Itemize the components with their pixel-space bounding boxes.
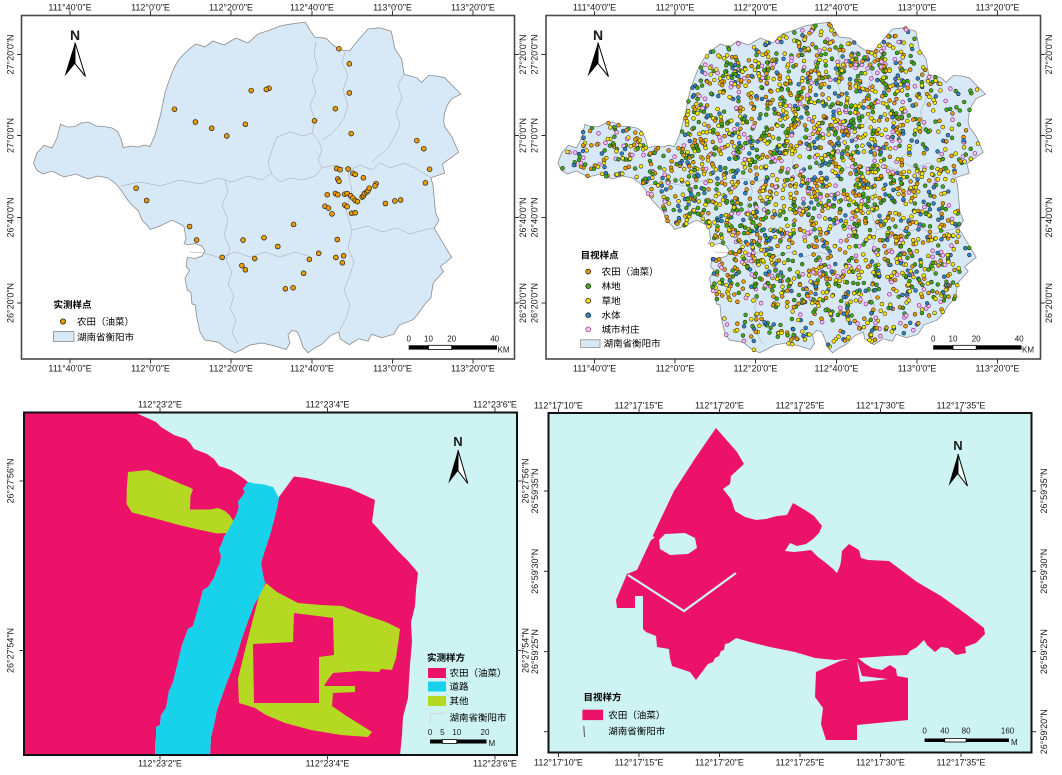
svg-text:113°0'0"E: 113°0'0"E	[373, 3, 412, 13]
svg-text:26°40'0"N: 26°40'0"N	[518, 197, 528, 237]
svg-text:26°27'56"N: 26°27'56"N	[6, 458, 16, 503]
svg-text:27°0'0"N: 27°0'0"N	[1044, 118, 1054, 153]
svg-text:112°23'6"E: 112°23'6"E	[473, 400, 517, 410]
svg-text:26°27'54"N: 26°27'54"N	[6, 628, 16, 673]
svg-text:5: 5	[440, 728, 445, 737]
svg-text:20: 20	[447, 335, 456, 344]
svg-text:112°17'25"E: 112°17'25"E	[776, 758, 825, 768]
svg-text:N: N	[70, 27, 80, 43]
svg-text:111°40'0"E: 111°40'0"E	[573, 3, 616, 13]
svg-text:10: 10	[424, 335, 433, 344]
svg-text:113°0'0"E: 113°0'0"E	[898, 3, 937, 13]
svg-text:26°20'0"N: 26°20'0"N	[6, 283, 16, 323]
svg-text:26°59'25"N: 26°59'25"N	[1039, 629, 1049, 674]
svg-text:0: 0	[428, 728, 433, 737]
svg-text:112°20'0"E: 112°20'0"E	[734, 3, 778, 13]
svg-text:112°23'2"E: 112°23'2"E	[138, 400, 182, 410]
svg-text:N: N	[953, 438, 962, 453]
svg-text:112°23'4"E: 112°23'4"E	[306, 759, 350, 769]
svg-text:112°0'0"E: 112°0'0"E	[656, 364, 695, 374]
svg-text:112°40'0"E: 112°40'0"E	[290, 364, 334, 374]
svg-text:113°20'0"E: 113°20'0"E	[451, 364, 495, 374]
svg-text:40: 40	[1015, 335, 1024, 344]
svg-text:26°59'35"N: 26°59'35"N	[530, 468, 540, 513]
svg-text:40: 40	[940, 727, 949, 736]
svg-text:26°40'0"N: 26°40'0"N	[529, 197, 539, 237]
svg-text:112°17'25"E: 112°17'25"E	[776, 401, 825, 411]
svg-text:26°59'35"N: 26°59'35"N	[1039, 468, 1049, 513]
svg-text:0: 0	[931, 335, 936, 344]
svg-text:112°17'15"E: 112°17'15"E	[615, 401, 664, 411]
svg-text:KM: KM	[498, 346, 510, 355]
svg-text:KM: KM	[1022, 346, 1034, 355]
svg-text:26°40'0"N: 26°40'0"N	[1044, 197, 1054, 237]
svg-text:N: N	[453, 434, 462, 449]
svg-text:N: N	[593, 27, 603, 43]
svg-text:26°20'0"N: 26°20'0"N	[1044, 283, 1054, 323]
svg-text:27°0'0"N: 27°0'0"N	[6, 118, 16, 153]
svg-text:40: 40	[490, 335, 499, 344]
svg-text:112°0'0"E: 112°0'0"E	[131, 3, 170, 13]
svg-text:26°59'30"N: 26°59'30"N	[530, 549, 540, 594]
svg-text:26°59'20"N: 26°59'20"N	[1039, 709, 1049, 754]
svg-text:0: 0	[922, 727, 927, 736]
svg-text:20: 20	[481, 728, 490, 737]
svg-text:112°17'10"E: 112°17'10"E	[534, 758, 583, 768]
svg-text:27°0'0"N: 27°0'0"N	[518, 118, 528, 153]
svg-text:112°17'35"E: 112°17'35"E	[937, 758, 986, 768]
svg-text:113°20'0"E: 113°20'0"E	[976, 3, 1020, 13]
svg-text:112°23'6"E: 112°23'6"E	[473, 759, 517, 769]
svg-text:113°20'0"E: 113°20'0"E	[451, 3, 495, 13]
svg-text:112°40'0"E: 112°40'0"E	[815, 3, 859, 13]
svg-text:10: 10	[452, 728, 461, 737]
svg-text:27°0'0"N: 27°0'0"N	[529, 118, 539, 153]
svg-text:10: 10	[949, 335, 958, 344]
svg-text:112°17'15"E: 112°17'15"E	[615, 758, 664, 768]
svg-text:112°0'0"E: 112°0'0"E	[131, 364, 170, 374]
svg-text:112°20'0"E: 112°20'0"E	[734, 364, 778, 374]
svg-text:112°0'0"E: 112°0'0"E	[656, 3, 695, 13]
svg-text:113°0'0"E: 113°0'0"E	[373, 364, 412, 374]
svg-text:112°17'20"E: 112°17'20"E	[695, 758, 744, 768]
svg-text:26°59'30"N: 26°59'30"N	[1039, 549, 1049, 594]
svg-text:112°17'20"E: 112°17'20"E	[695, 401, 744, 411]
svg-text:26°27'54"N: 26°27'54"N	[520, 628, 530, 673]
svg-text:27°20'0"N: 27°20'0"N	[6, 34, 16, 74]
svg-text:112°20'0"E: 112°20'0"E	[209, 364, 253, 374]
svg-text:111°40'0"E: 111°40'0"E	[48, 364, 91, 374]
svg-text:112°17'10"E: 112°17'10"E	[534, 401, 583, 411]
svg-text:112°23'2"E: 112°23'2"E	[138, 759, 182, 769]
svg-text:112°20'0"E: 112°20'0"E	[209, 3, 253, 13]
svg-text:26°40'0"N: 26°40'0"N	[6, 197, 16, 237]
svg-text:27°20'0"N: 27°20'0"N	[529, 34, 539, 74]
svg-text:27°20'0"N: 27°20'0"N	[1044, 34, 1054, 74]
svg-text:M: M	[489, 739, 496, 748]
svg-text:26°59'25"N: 26°59'25"N	[530, 629, 540, 674]
svg-text:80: 80	[962, 727, 971, 736]
svg-text:112°40'0"E: 112°40'0"E	[815, 364, 859, 374]
svg-text:113°20'0"E: 113°20'0"E	[976, 364, 1020, 374]
svg-text:M: M	[1011, 738, 1018, 747]
svg-text:111°40'0"E: 111°40'0"E	[573, 364, 616, 374]
svg-text:26°20'0"N: 26°20'0"N	[529, 283, 539, 323]
svg-text:26°20'0"N: 26°20'0"N	[518, 283, 528, 323]
svg-text:112°23'4"E: 112°23'4"E	[306, 400, 350, 410]
svg-text:111°40'0"E: 111°40'0"E	[48, 3, 91, 13]
svg-text:26°27'56"N: 26°27'56"N	[520, 458, 530, 503]
svg-text:20: 20	[972, 335, 981, 344]
svg-text:160: 160	[1001, 727, 1015, 736]
svg-text:112°17'30"E: 112°17'30"E	[856, 758, 905, 768]
svg-text:112°17'35"E: 112°17'35"E	[937, 401, 986, 411]
svg-text:112°17'30"E: 112°17'30"E	[856, 401, 905, 411]
svg-text:113°0'0"E: 113°0'0"E	[898, 364, 937, 374]
svg-text:0: 0	[406, 335, 411, 344]
svg-text:112°40'0"E: 112°40'0"E	[290, 3, 334, 13]
svg-text:27°20'0"N: 27°20'0"N	[518, 34, 528, 74]
